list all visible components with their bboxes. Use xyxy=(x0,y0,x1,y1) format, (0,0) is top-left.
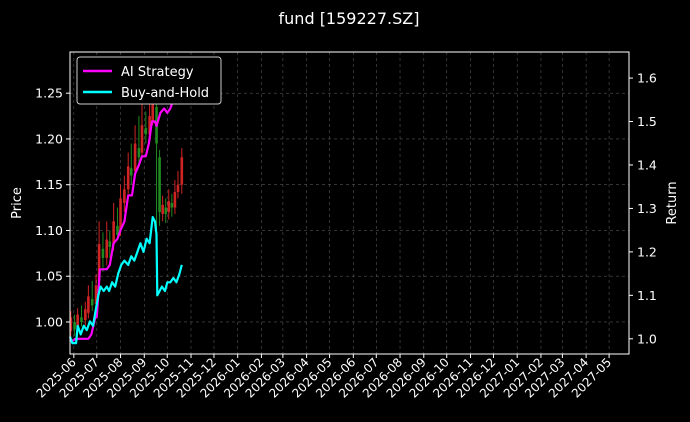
legend: AI Strategy Buy-and-Hold xyxy=(76,56,222,105)
candle-body xyxy=(144,127,148,135)
chart-title: fund [159227.SZ] xyxy=(279,9,420,28)
candle-body xyxy=(161,204,164,214)
right-tick-label: 1.5 xyxy=(637,114,657,129)
candle-body xyxy=(173,192,177,208)
right-y-axis: 1.0 1.1 1.2 1.3 1.4 1.5 1.6 xyxy=(629,71,657,346)
candle-body xyxy=(73,321,76,330)
candle-body xyxy=(94,285,98,304)
candle-body xyxy=(84,309,87,321)
candle-body xyxy=(108,241,112,247)
left-tick-label: 1.00 xyxy=(35,314,63,329)
candle-body xyxy=(137,148,141,158)
legend-label-buy-and-hold: Buy-and-Hold xyxy=(121,86,209,101)
candle-body xyxy=(151,102,155,121)
left-axis-label: Price xyxy=(10,187,25,219)
series-line-buy-and-hold xyxy=(68,216,183,345)
candle-body xyxy=(112,221,115,245)
legend-label-ai-strategy: AI Strategy xyxy=(121,65,194,80)
grid-lines xyxy=(70,52,629,354)
candle-body xyxy=(90,299,94,306)
candle-body xyxy=(133,143,137,171)
plot-area-frame xyxy=(69,51,630,355)
series-line-ai-strategy xyxy=(69,77,184,343)
right-tick-label: 1.6 xyxy=(637,71,657,86)
candle-body xyxy=(140,125,144,153)
candle-body xyxy=(164,207,168,214)
candle-body xyxy=(148,116,151,135)
right-axis-label: Return xyxy=(665,181,680,224)
candle-body xyxy=(180,157,184,185)
candle-body xyxy=(170,203,174,208)
candle-body xyxy=(176,184,180,193)
candle-body xyxy=(158,157,161,213)
candle-body xyxy=(126,166,130,190)
candle-body xyxy=(76,314,79,327)
candle-body xyxy=(105,239,109,258)
right-tick-label: 1.3 xyxy=(637,201,657,216)
candle-body xyxy=(119,198,122,231)
candle-body xyxy=(123,189,126,203)
right-tick-label: 1.2 xyxy=(637,244,657,259)
candle-body xyxy=(87,296,90,313)
right-tick-label: 1.1 xyxy=(637,288,657,303)
left-tick-label: 1.15 xyxy=(35,177,63,192)
candle-body xyxy=(69,317,73,332)
legend-box xyxy=(76,56,222,105)
candle-body xyxy=(116,225,119,236)
left-tick-label: 1.20 xyxy=(35,131,63,146)
candle-body xyxy=(80,317,83,322)
right-tick-label: 1.0 xyxy=(637,331,657,346)
left-tick-label: 1.25 xyxy=(35,86,63,101)
candle-body xyxy=(167,201,171,213)
candle-body xyxy=(129,168,133,176)
left-y-axis: 1.00 1.05 1.10 1.15 1.20 1.25 xyxy=(35,86,70,329)
left-tick-label: 1.05 xyxy=(35,269,63,284)
x-axis: 2025-062025-072025-082025-092025-102025-… xyxy=(34,354,614,401)
candle-body xyxy=(101,248,105,258)
left-tick-label: 1.10 xyxy=(35,223,63,238)
right-tick-label: 1.4 xyxy=(637,157,657,172)
series-lines xyxy=(68,77,184,345)
candle-body xyxy=(97,244,101,281)
